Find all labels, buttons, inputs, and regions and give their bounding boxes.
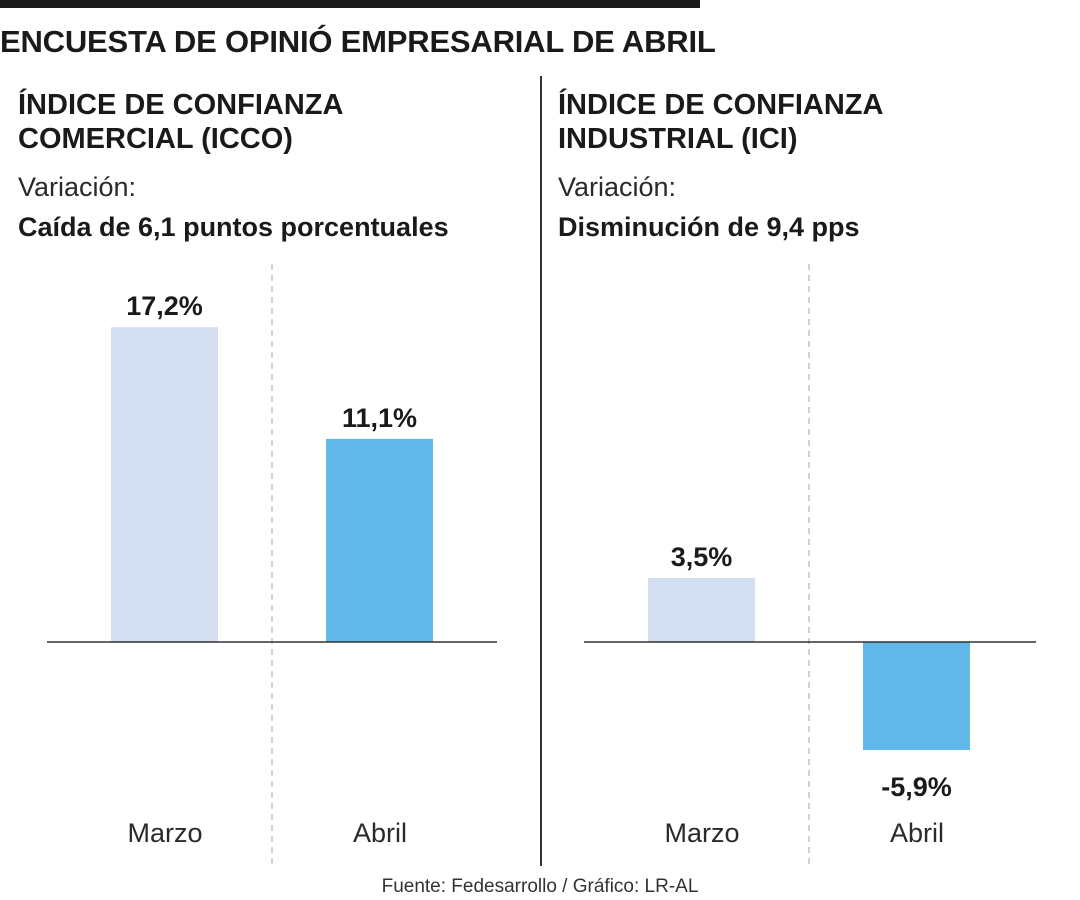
ici-value-label-marzo: 3,5% (671, 542, 733, 572)
icco-panel-title: ÍNDICE DE CONFIANZA COMERCIAL (ICCO) (18, 89, 344, 155)
main-title: ENCUESTA DE OPINIÓ EMPRESARIAL DE ABRIL (0, 24, 716, 59)
ici-bar-marzo (648, 577, 755, 642)
panel-divider (540, 76, 542, 866)
ici-variation-value: Disminución de 9,4 pps (558, 212, 860, 242)
icco-variation-label: Variación: (18, 172, 137, 202)
icco-bar-abril (326, 438, 433, 642)
icco-value-label-marzo: 17,2% (126, 291, 203, 321)
icco-bar-marzo (111, 327, 218, 642)
icco-category-label-abril: Abril (353, 818, 407, 848)
ici-variation-label: Variación: (558, 172, 677, 202)
icco-category-label-marzo: Marzo (127, 818, 202, 848)
ici-category-label-marzo: Marzo (664, 818, 739, 848)
source-note: Fuente: Fedesarrollo / Gráfico: LR-AL (381, 876, 699, 897)
ici-panel-title: ÍNDICE DE CONFIANZA INDUSTRIAL (ICI) (558, 89, 884, 155)
ici-category-label-abril: Abril (890, 818, 944, 848)
top-rule (0, 0, 700, 8)
ici-value-label-abril: -5,9% (881, 772, 952, 802)
ici-bar-abril (863, 642, 970, 750)
icco-value-label-abril: 11,1% (342, 403, 417, 433)
icco-variation-value: Caída de 6,1 puntos porcentuales (18, 212, 449, 242)
